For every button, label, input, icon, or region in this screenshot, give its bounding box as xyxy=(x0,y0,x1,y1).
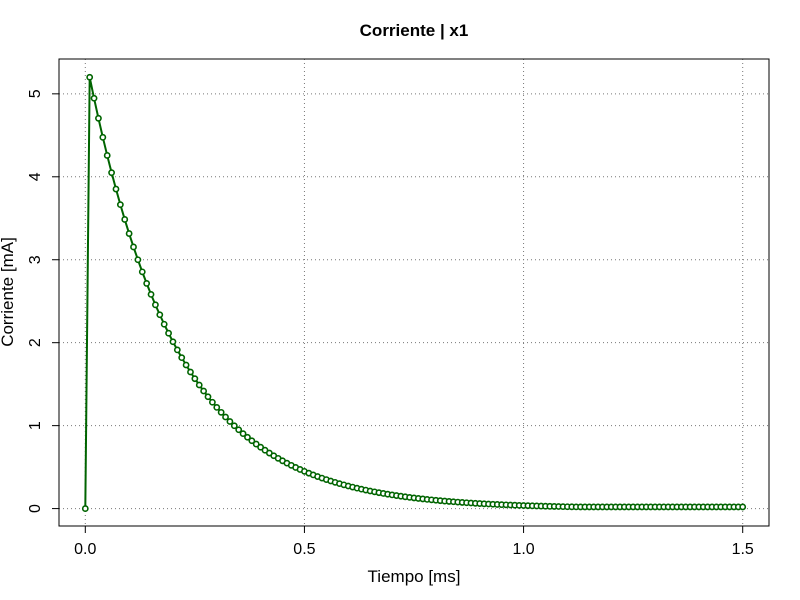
data-point-26 xyxy=(195,381,203,389)
data-point-32 xyxy=(222,413,229,421)
data-point-16 xyxy=(152,301,159,309)
data-point-0 xyxy=(81,505,89,512)
data-point-38 xyxy=(248,437,256,445)
y-axis-label: Corriente [mA] xyxy=(0,237,17,347)
series-group xyxy=(81,73,747,512)
data-point-20 xyxy=(169,338,177,346)
data-point-37 xyxy=(244,433,251,441)
data-point-27 xyxy=(200,387,208,395)
y-tick-label-1: 1 xyxy=(27,421,44,430)
data-point-1 xyxy=(86,73,94,81)
data-point-17 xyxy=(156,311,164,319)
data-point-36 xyxy=(239,430,247,438)
plot-frame xyxy=(58,58,770,527)
data-point-22 xyxy=(178,354,186,362)
chart-title: Corriente | x1 xyxy=(360,21,469,40)
data-point-5 xyxy=(103,152,111,159)
data-point-35 xyxy=(235,426,243,434)
y-axis: 0 1 2 3 4 5 xyxy=(27,89,60,513)
data-point-9 xyxy=(121,216,129,223)
grid xyxy=(59,59,769,526)
y-tick-label-0: 0 xyxy=(27,504,44,513)
data-point-33 xyxy=(226,418,234,425)
x-tick-label-3: 1.5 xyxy=(732,541,754,558)
y-tick-label-2: 2 xyxy=(27,338,44,347)
y-tick-label-4: 4 xyxy=(27,172,44,181)
y-tick-label-5: 5 xyxy=(27,89,44,98)
data-point-40 xyxy=(257,443,264,451)
data-point-11 xyxy=(130,243,137,251)
data-point-31 xyxy=(217,408,225,416)
data-point-34 xyxy=(230,422,238,430)
data-point-25 xyxy=(191,375,199,383)
data-point-39 xyxy=(252,440,260,448)
data-point-30 xyxy=(213,403,221,411)
data-point-8 xyxy=(116,201,124,209)
y-tick-label-3: 3 xyxy=(27,255,44,264)
data-point-10 xyxy=(125,230,133,237)
data-point-21 xyxy=(173,346,181,354)
data-point-24 xyxy=(187,368,194,376)
data-point-2 xyxy=(90,94,98,102)
data-point-18 xyxy=(160,320,168,328)
x-tick-label-2: 1.0 xyxy=(512,541,534,558)
x-axis: 0.0 0.5 1.0 1.5 xyxy=(74,525,754,558)
data-point-4 xyxy=(99,133,107,141)
data-point-12 xyxy=(134,256,142,264)
x-axis-label: Tiempo [ms] xyxy=(368,567,461,586)
x-tick-label-1: 0.5 xyxy=(293,541,315,558)
data-point-19 xyxy=(165,329,172,337)
data-point-14 xyxy=(143,280,151,287)
data-point-6 xyxy=(108,169,115,177)
data-point-29 xyxy=(208,398,216,406)
data-point-28 xyxy=(204,393,212,401)
data-point-3 xyxy=(95,114,102,122)
data-point-13 xyxy=(138,268,146,276)
data-point-23 xyxy=(182,361,190,369)
x-tick-label-0: 0.0 xyxy=(74,541,96,558)
data-point-15 xyxy=(147,290,155,298)
series-line-0 xyxy=(84,77,743,509)
data-point-7 xyxy=(112,185,120,193)
data-point-150 xyxy=(739,503,747,511)
